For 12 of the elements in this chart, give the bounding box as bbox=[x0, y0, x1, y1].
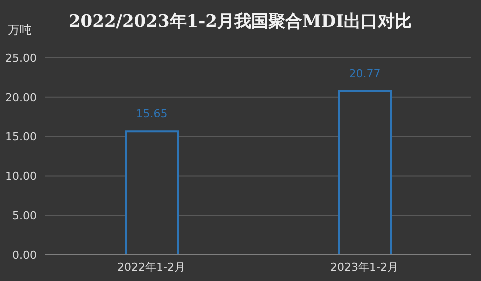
y-tick-label: 0.00 bbox=[12, 248, 37, 262]
x-tick-label: 2023年1-2月 bbox=[330, 260, 398, 274]
data-label: 15.65 bbox=[136, 108, 168, 121]
y-tick-label: 5.00 bbox=[12, 210, 37, 223]
y-tick-label: 20.00 bbox=[6, 91, 37, 104]
chart-title: 2022/2023年1-2月我国聚合MDI出口对比 bbox=[68, 12, 412, 32]
data-label: 20.77 bbox=[349, 67, 381, 80]
y-tick-label: 10.00 bbox=[6, 170, 37, 184]
y-axis-title: 万吨 bbox=[8, 22, 32, 39]
y-tick-label: 25.00 bbox=[6, 52, 37, 65]
y-tick-label: 15.00 bbox=[6, 130, 37, 144]
x-tick-label: 2022年1-2月 bbox=[118, 260, 186, 274]
